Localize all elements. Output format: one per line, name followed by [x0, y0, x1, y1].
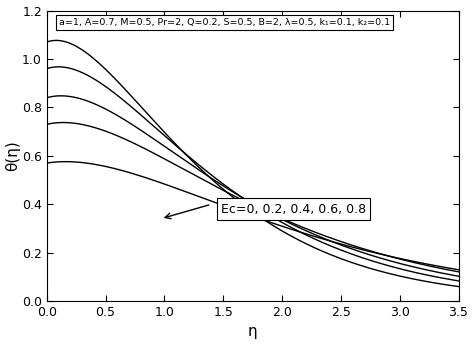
X-axis label: η: η — [248, 324, 257, 339]
Text: Ec=0, 0.2, 0.4, 0.6, 0.8: Ec=0, 0.2, 0.4, 0.6, 0.8 — [221, 203, 366, 216]
Text: a=1, A=0.7, M=0.5, Pr=2, Q=0.2, S=0.5, B=2, λ=0.5, k₁=0.1, k₂=0.1: a=1, A=0.7, M=0.5, Pr=2, Q=0.2, S=0.5, B… — [59, 18, 390, 27]
Y-axis label: θ(η): θ(η) — [6, 140, 20, 171]
